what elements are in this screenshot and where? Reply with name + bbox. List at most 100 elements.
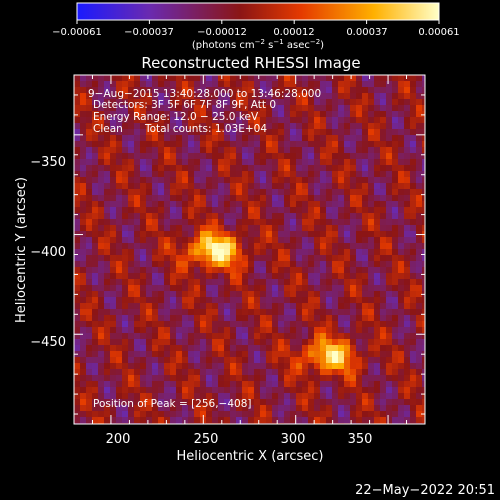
heatmap-cell bbox=[206, 417, 213, 424]
heatmap-cell bbox=[212, 243, 219, 250]
heatmap-cell bbox=[416, 177, 423, 184]
heatmap-cell bbox=[182, 405, 189, 412]
heatmap-cell bbox=[332, 171, 339, 178]
heatmap-cell bbox=[86, 255, 93, 262]
heatmap-cell bbox=[278, 309, 285, 316]
heatmap-cell bbox=[290, 183, 297, 190]
heatmap-cell bbox=[212, 147, 219, 154]
heatmap-cell bbox=[254, 375, 261, 382]
heatmap-cell bbox=[386, 339, 393, 346]
heatmap-cell bbox=[110, 375, 117, 382]
heatmap-cell bbox=[146, 315, 153, 322]
heatmap-cell bbox=[122, 81, 129, 88]
heatmap-cell bbox=[416, 183, 423, 190]
heatmap-cell bbox=[326, 363, 333, 370]
heatmap-cell bbox=[266, 411, 273, 418]
heatmap-cell bbox=[80, 177, 87, 184]
heatmap-cell bbox=[206, 315, 213, 322]
heatmap-cell bbox=[296, 117, 303, 124]
heatmap-cell bbox=[92, 123, 99, 130]
heatmap-cell bbox=[236, 147, 243, 154]
heatmap-cell bbox=[146, 243, 153, 250]
heatmap-cell bbox=[98, 231, 105, 238]
heatmap-cell bbox=[188, 309, 195, 316]
heatmap-cell bbox=[188, 315, 195, 322]
heatmap-cell bbox=[248, 297, 255, 304]
heatmap-cell bbox=[284, 183, 291, 190]
heatmap-cell bbox=[290, 111, 297, 118]
heatmap-cell bbox=[380, 249, 387, 256]
heatmap-cell bbox=[338, 207, 345, 214]
heatmap-cell bbox=[272, 291, 279, 298]
heatmap-cell bbox=[416, 369, 423, 376]
heatmap-cell bbox=[308, 405, 315, 412]
heatmap-cell bbox=[380, 165, 387, 172]
heatmap-cell bbox=[410, 363, 417, 370]
heatmap-cell bbox=[314, 285, 321, 292]
heatmap-cell bbox=[362, 357, 369, 364]
heatmap-cell bbox=[272, 189, 279, 196]
heatmap-cell bbox=[146, 333, 153, 340]
heatmap-cell bbox=[308, 225, 315, 232]
heatmap-cell bbox=[134, 93, 141, 100]
heatmap-cell bbox=[392, 141, 399, 148]
heatmap-cell bbox=[404, 279, 411, 286]
heatmap-cell bbox=[266, 189, 273, 196]
heatmap-cell bbox=[332, 261, 339, 268]
heatmap-cell bbox=[98, 393, 105, 400]
heatmap-cell bbox=[368, 183, 375, 190]
heatmap-cell bbox=[266, 249, 273, 256]
heatmap-cell bbox=[182, 153, 189, 160]
heatmap-cell bbox=[212, 357, 219, 364]
heatmap-cell bbox=[134, 117, 141, 124]
heatmap-cell bbox=[326, 393, 333, 400]
heatmap-cell bbox=[284, 171, 291, 178]
heatmap-cell bbox=[92, 189, 99, 196]
heatmap-cell bbox=[398, 87, 405, 94]
heatmap-cell bbox=[218, 201, 225, 208]
heatmap-cell bbox=[170, 183, 177, 190]
heatmap-cell bbox=[380, 267, 387, 274]
heatmap-cell bbox=[350, 327, 357, 334]
heatmap-cell bbox=[344, 123, 351, 130]
heatmap-cell bbox=[188, 159, 195, 166]
heatmap-cell bbox=[164, 351, 171, 358]
heatmap-cell bbox=[296, 333, 303, 340]
heatmap-cell bbox=[110, 147, 117, 154]
heatmap-cell bbox=[164, 243, 171, 250]
heatmap-cell bbox=[398, 303, 405, 310]
heatmap-cell bbox=[290, 417, 297, 424]
heatmap-cell bbox=[164, 363, 171, 370]
heatmap-cell bbox=[122, 159, 129, 166]
heatmap-cell bbox=[218, 411, 225, 418]
heatmap-cell bbox=[170, 81, 177, 88]
heatmap-cell bbox=[74, 195, 81, 202]
heatmap-cell bbox=[158, 189, 165, 196]
heatmap-cell bbox=[362, 75, 369, 82]
heatmap-cell bbox=[404, 345, 411, 352]
heatmap-cell bbox=[272, 345, 279, 352]
heatmap-cell bbox=[146, 303, 153, 310]
heatmap-cell bbox=[92, 87, 99, 94]
heatmap-cell bbox=[302, 99, 309, 106]
heatmap-cell bbox=[422, 399, 426, 406]
heatmap-cell bbox=[404, 183, 411, 190]
heatmap-cell bbox=[302, 123, 309, 130]
heatmap-cell bbox=[338, 159, 345, 166]
heatmap-cell bbox=[332, 207, 339, 214]
heatmap-cell bbox=[266, 81, 273, 88]
heatmap-cell bbox=[362, 231, 369, 238]
heatmap-cell bbox=[158, 93, 165, 100]
heatmap-cell bbox=[344, 99, 351, 106]
heatmap-cell bbox=[188, 177, 195, 184]
heatmap-cell bbox=[200, 393, 207, 400]
heatmap-cell bbox=[254, 237, 261, 244]
heatmap-cell bbox=[326, 189, 333, 196]
heatmap-cell bbox=[284, 255, 291, 262]
heatmap-cell bbox=[260, 207, 267, 214]
heatmap-cell bbox=[290, 165, 297, 172]
heatmap-cell bbox=[110, 93, 117, 100]
heatmap-cell bbox=[92, 357, 99, 364]
heatmap-cell bbox=[104, 177, 111, 184]
heatmap-cell bbox=[356, 75, 363, 82]
